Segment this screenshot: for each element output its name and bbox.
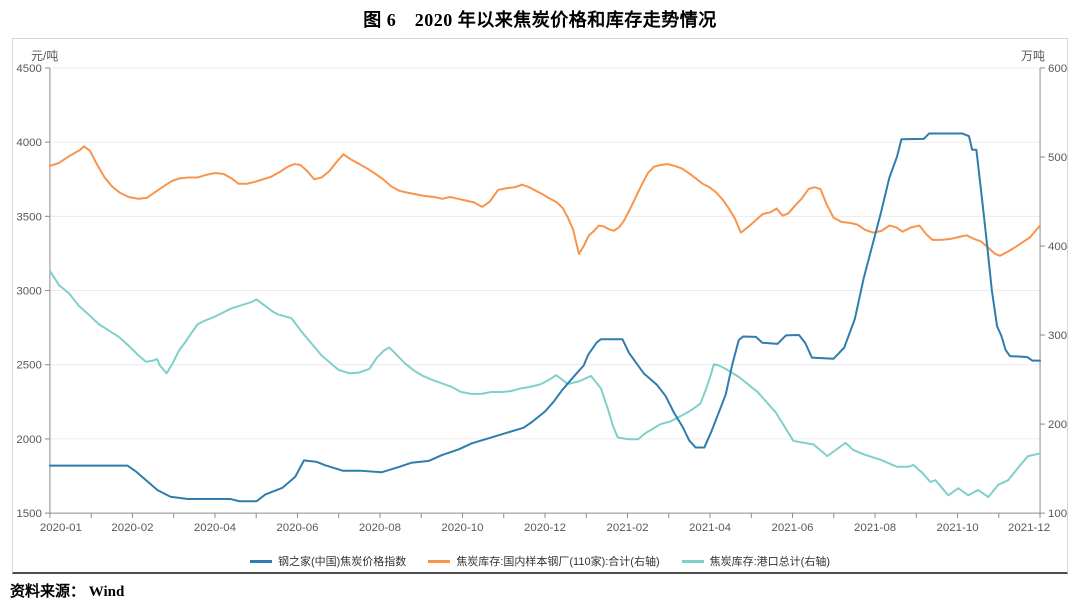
x-axis-tick-label: 2021-06 (771, 522, 813, 534)
x-axis-tick-label: 2021-04 (689, 522, 732, 534)
legend-item-2: 焦炭库存:港口总计(右轴) (681, 553, 831, 569)
x-axis-tick-label: 2020-06 (276, 522, 318, 534)
left-axis-tick-label: 2500 (16, 360, 42, 372)
series-line-0 (48, 132, 1042, 503)
series-line-1 (48, 145, 1042, 257)
left-axis-tick-label: 3000 (16, 286, 42, 298)
series-line-2 (48, 269, 1042, 499)
left-axis-tick-label: 4000 (16, 137, 42, 149)
legend-label: 焦炭库存:港口总计(右轴) (709, 556, 831, 568)
x-axis-tick-label: 2020-01 (40, 522, 82, 534)
right-axis-tick-label: 300 (1048, 330, 1067, 342)
x-axis-tick-label: 2021-12 (1008, 522, 1050, 534)
legend-swatch-icon (428, 559, 451, 563)
x-axis-tick-label: 2021-02 (606, 522, 648, 534)
left-axis-unit: 元/吨 (31, 49, 59, 63)
x-axis-tick-label: 2020-02 (111, 522, 153, 534)
source-note: 资料来源： Wind (10, 584, 125, 600)
right-axis-tick-label: 600 (1048, 63, 1067, 75)
x-axis-tick-label: 2021-10 (937, 522, 979, 534)
right-axis-tick-label: 100 (1048, 508, 1067, 520)
left-axis-tick-label: 2000 (16, 434, 42, 446)
left-axis-tick-label: 1500 (16, 508, 42, 520)
right-axis-tick-label: 500 (1048, 152, 1067, 164)
plot-canvas: 1500 2000 2500 3000 3500 4000 4500 100 200 300 400… (16, 63, 1067, 534)
left-axis-tick-label: 4500 (16, 63, 42, 75)
legend-item-1: 焦炭库存:国内样本钢厂(110家):合计(右轴) (428, 553, 660, 569)
legend-label: 焦炭库存:国内样本钢厂(110家):合计(右轴) (456, 556, 660, 568)
left-axis-tick-label: 3500 (16, 211, 42, 223)
legend: 钢之家(中国)焦炭价格指数 焦炭库存:国内样本钢厂(110家):合计(右轴) 焦炭库… (13, 553, 1067, 569)
x-axis-tick-label: 2020-12 (524, 522, 566, 534)
right-axis-unit: 万吨 (1020, 49, 1045, 63)
x-axis-tick-label: 2020-04 (194, 522, 237, 534)
right-axis-tick-label: 200 (1048, 419, 1067, 431)
x-axis-tick-label: 2021-08 (854, 522, 896, 534)
right-axis-tick-label: 400 (1048, 241, 1067, 253)
chart-area: 1500 2000 2500 3000 3500 4000 4500 100 200 300 400… (12, 38, 1068, 574)
legend-item-0: 钢之家(中国)焦炭价格指数 (249, 553, 407, 569)
legend-label: 钢之家(中国)焦炭价格指数 (277, 556, 407, 568)
x-axis-tick-label: 2020-10 (441, 522, 483, 534)
legend-swatch-icon (249, 559, 272, 563)
chart-title: 图 6 2020 年以来焦炭价格和库存走势情况 (363, 10, 717, 30)
x-axis-tick-label: 2020-08 (359, 522, 401, 534)
legend-swatch-icon (681, 559, 704, 563)
